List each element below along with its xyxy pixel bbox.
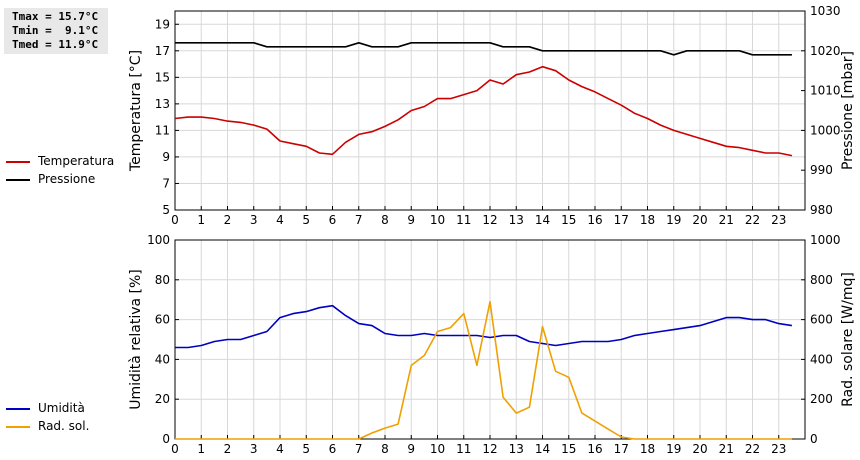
y2-tick-label: 600 [810,313,833,327]
x-tick-label: 14 [535,442,550,456]
x-tick-label: 12 [482,442,497,456]
legend-swatch-temperatura [6,161,30,163]
x-tick-label: 11 [456,213,471,227]
y2-tick-label: 800 [810,273,833,287]
legend-label-pressione: Pressione [38,172,96,186]
x-tick-label: 20 [692,213,707,227]
x-tick-label: 13 [509,442,524,456]
x-tick-label: 0 [171,213,179,227]
x-tick-label: 11 [456,442,471,456]
x-tick-label: 5 [302,442,310,456]
x-tick-label: 16 [587,213,602,227]
x-tick-label: 1 [197,442,205,456]
x-tick-label: 22 [745,213,760,227]
tmin-label: Tmin = 9.1°C [12,24,99,37]
x-tick-label: 4 [276,442,284,456]
y-axis-label: Umidità relativa [%] [128,269,144,410]
x-tick-label: 3 [250,442,258,456]
x-tick-label: 8 [381,213,389,227]
x-tick-label: 6 [329,213,337,227]
x-tick-label: 15 [561,213,576,227]
x-tick-label: 18 [640,213,655,227]
y2-tick-label: 980 [810,203,833,217]
y2-tick-label: 990 [810,163,833,177]
x-tick-label: 23 [771,442,786,456]
legend-swatch-umidita [6,408,30,410]
x-tick-label: 0 [171,442,179,456]
x-tick-label: 22 [745,442,760,456]
x-tick-label: 17 [614,213,629,227]
y-axis-label: Temperatura [°C] [128,50,144,172]
y-tick-label: 9 [162,150,170,164]
y-tick-label: 7 [162,176,170,190]
x-tick-label: 2 [224,442,232,456]
y-tick-label: 11 [155,123,170,137]
x-tick-label: 7 [355,442,363,456]
tmax-label: Tmax = 15.7°C [12,10,99,23]
y2-tick-label: 400 [810,352,833,366]
x-tick-label: 2 [224,213,232,227]
y-tick-label: 0 [162,432,170,446]
x-tick-label: 19 [666,442,681,456]
y-tick-label: 15 [155,70,170,84]
x-tick-label: 12 [482,213,497,227]
chart-panel-1: 0 1 2 3 4 5 6 7 8 9 10 11 12 13 14 15 16 17 18 19 20 21 22 2357… [128,4,856,227]
y2-tick-label: 200 [810,392,833,406]
x-tick-label: 17 [614,442,629,456]
x-tick-label: 15 [561,442,576,456]
y2-tick-label: 0 [810,432,818,446]
chart-panel-2: 0 1 2 3 4 5 6 7 8 9 10 11 12 13 14 15 16 17 18 19 20 21 22 2302… [128,233,856,456]
x-tick-label: 21 [719,213,734,227]
series-line-rad-sol [175,300,792,440]
legend-swatch-rad-sol [6,426,30,428]
x-tick-label: 7 [355,213,363,227]
y2-axis-label: Pressione [mbar] [840,51,856,170]
x-tick-label: 9 [407,442,415,456]
y2-tick-label: 1000 [810,123,841,137]
x-tick-label: 19 [666,213,681,227]
x-tick-label: 8 [381,442,389,456]
x-tick-label: 21 [719,442,734,456]
legend-label-rad-sol: Rad. sol. [38,419,90,433]
legend-label-temperatura: Temperatura [38,154,115,168]
stats-box: Tmax = 15.7°C Tmin = 9.1°C Tmed = 11.9°C [4,8,108,54]
series-line-temperatura [174,65,793,157]
x-tick-label: 23 [771,213,786,227]
x-tick-label: 9 [407,213,415,227]
x-tick-label: 10 [430,213,445,227]
x-tick-label: 6 [329,442,337,456]
x-tick-label: 14 [535,213,550,227]
y-tick-label: 60 [155,313,170,327]
x-tick-label: 13 [509,213,524,227]
x-tick-label: 20 [692,442,707,456]
y-tick-label: 13 [155,97,170,111]
y-tick-label: 20 [155,392,170,406]
y2-tick-label: 1020 [810,44,841,58]
series-line-pressione [175,41,792,56]
x-tick-label: 4 [276,213,284,227]
y2-tick-label: 1000 [810,233,841,247]
y-tick-label: 100 [147,233,170,247]
y2-tick-label: 1030 [810,4,841,18]
x-tick-label: 5 [302,213,310,227]
y-tick-label: 19 [155,17,170,31]
y-tick-label: 17 [155,44,170,58]
series-line-umidit [175,304,793,349]
x-tick-label: 16 [587,442,602,456]
y2-tick-label: 1010 [810,84,841,98]
y2-axis-label: Rad. solare [W/mq] [840,272,856,407]
x-tick-label: 3 [250,213,258,227]
x-tick-label: 1 [197,213,205,227]
legend-swatch-pressione [6,179,30,181]
tmed-label: Tmed = 11.9°C [12,38,99,51]
x-tick-label: 18 [640,442,655,456]
y-tick-label: 5 [162,203,170,217]
x-tick-label: 10 [430,442,445,456]
y-tick-label: 80 [155,273,170,287]
legend-label-umidita: Umidità [38,401,85,415]
y-tick-label: 40 [155,352,170,366]
